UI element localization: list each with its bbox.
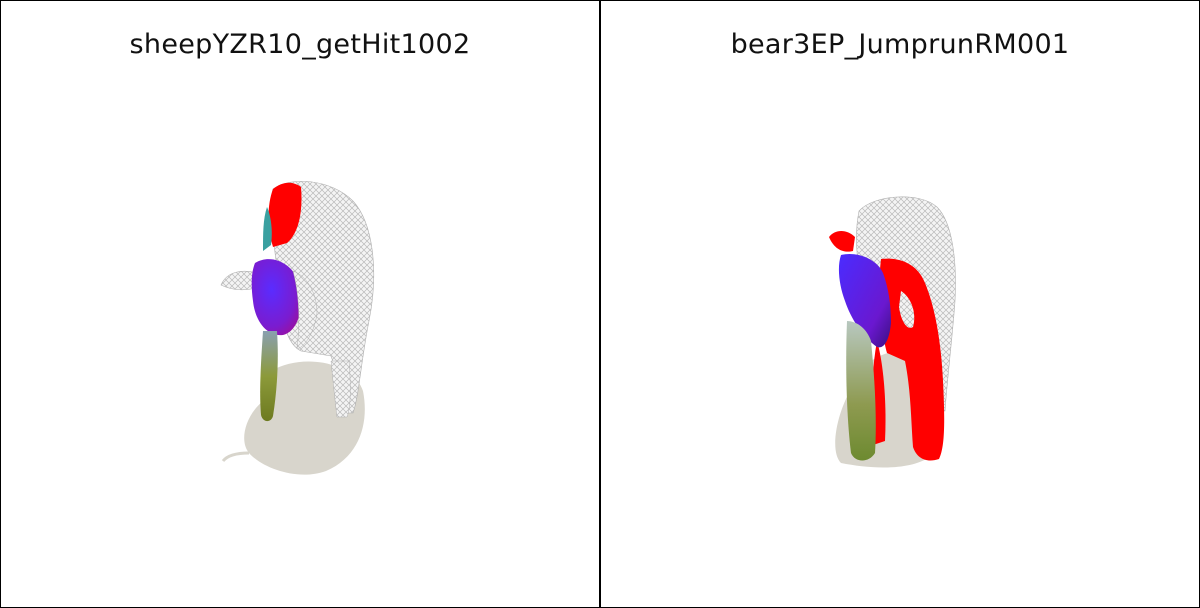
segment-green-leg [846,321,876,461]
segment-purple-head [251,259,302,336]
panel-title: sheepYZR10_getHit1002 [129,29,471,60]
bear-render [829,196,956,468]
render-panel-right[interactable]: bear3EP_JumprunRM001 [601,1,1199,607]
panel-divider [599,0,601,608]
bear-ear [829,231,855,252]
sheep-render [220,180,375,475]
panel-title: bear3EP_JumprunRM001 [730,29,1070,60]
segment-green-leg [260,331,278,422]
render-panel-left[interactable]: sheepYZR10_getHit1002 [1,1,599,607]
segment-red-body [879,258,945,461]
segment-purple-head [838,253,891,348]
segment-red-back [268,182,302,247]
